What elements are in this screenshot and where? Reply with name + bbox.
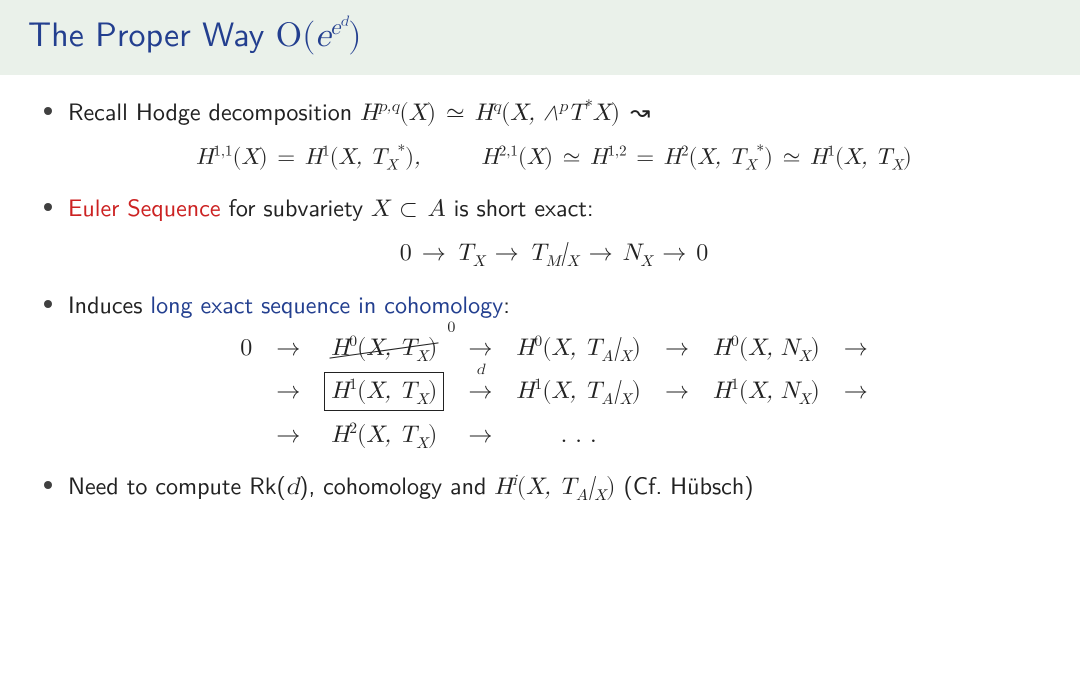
les-r3-c2: H2(X, TX) [312,415,456,455]
map-d-label: d [476,360,484,380]
title-exp-base: eed [315,19,348,53]
bullet-need-compute: Need to compute Rk(d), cohomology and Hi… [40,469,1040,503]
les-r1-c2: H0(X, TX)0 [312,328,456,368]
les-row-2: → H1(X, TX) d→ H1(X, TA|X) → H1(X, NX) → [228,368,880,414]
short-exact-seq: 0 → TX → TM|X → NX → 0 [68,237,1040,269]
euler-rest: for subvariety X ⊂ A is short exact: [229,189,594,224]
euler-sequence-label: Euler Sequence [68,189,221,224]
induces-pre: Induces [68,286,150,321]
hodge-decomp-math: Hp,q(X) ≃ Hq(X, ∧pT*X) ↝ [360,101,652,125]
bullet-hodge: Recall Hodge decomposition Hp,q(X) ≃ Hq(… [40,95,1040,172]
les-row-3: → H2(X, TX) → . . . [228,415,880,455]
les-r3-c3: . . . [504,415,653,455]
rk-d: Rk(d) [249,467,308,502]
les-r1-arr4: → [832,328,880,368]
h21-eq: H2,1(X) ≃ H1,2 = H2(X, TX*) ≃ H1(X, TX) [482,146,912,169]
les-r2-arr1: → [264,368,312,414]
h11-eq: H1,1(X) = H1(X, TX*), [196,146,420,169]
title-prefix: The Proper Way [28,7,276,57]
hodge-eq-line: H1,1(X) = H1(X, TX*), H2,1(X) ≃ H1,2 = H… [68,142,1040,173]
induces-post: : [503,286,510,321]
les-r1-arr1: → [264,328,312,368]
zero-annotation: 0 [447,318,455,340]
title-close-paren: ) [348,19,361,53]
les-r1-c4: H0(X, NX) [701,328,832,368]
slide-title: The Proper Way O(eed) [0,0,1080,75]
les-r2-c4: H1(X, NX) [701,368,832,414]
need-hi: Hi(X, TA|X) [494,475,615,499]
bullet-hodge-text: Recall Hodge decomposition [68,93,360,128]
title-open-paren: ( [302,19,315,53]
les-r3-arr1: → [264,415,312,455]
les-r1-c3: H0(X, TA|X) [504,328,653,368]
les-r2-c3: H1(X, TA|X) [504,368,653,414]
les-r1-arr3: → [653,328,701,368]
bullet-euler: Euler Sequence for subvariety X ⊂ A is s… [40,191,1040,270]
les-r2-arr4: → [832,368,880,414]
title-big-o: O [276,19,302,53]
les-row-1: 0 → H0(X, TX)0 → H0(X, TA|X) → H0(X, NX)… [228,328,880,368]
long-exact-label: long exact sequence in cohomology [150,286,503,321]
les-r3-arr2: → [456,415,504,455]
les-r1-c1: 0 [228,328,264,368]
slide: The Proper Way O(eed) Recall Hodge decom… [0,0,1080,677]
les-r2-c2: H1(X, TX) [312,368,456,414]
bullet-list: Recall Hodge decomposition Hp,q(X) ≃ Hq(… [40,95,1040,503]
slide-body: Recall Hodge decomposition Hp,q(X) ≃ Hq(… [0,75,1080,527]
need-mid: , cohomology and [308,467,494,502]
bullet-induces: Induces long exact sequence in cohomolog… [40,288,1040,456]
need-pre: Need to compute [68,467,249,502]
need-post: (Cf. Hübsch) [616,467,754,502]
les-r2-arr3: → [653,368,701,414]
les-r2-arr2: d→ [456,368,504,414]
long-exact-sequence: 0 → H0(X, TX)0 → H0(X, TA|X) → H0(X, NX)… [228,328,880,455]
